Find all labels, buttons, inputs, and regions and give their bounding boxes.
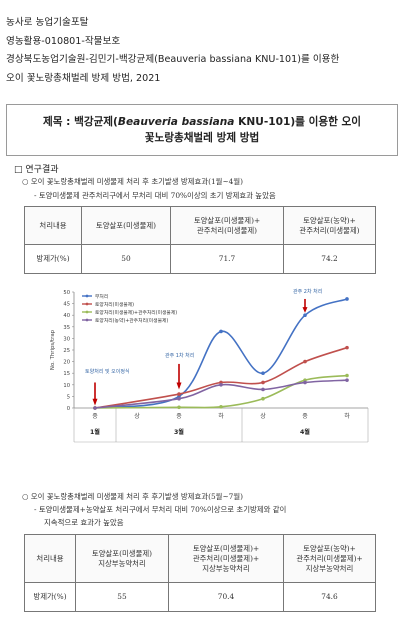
title-line1: 제목 : 백강균제(Beauveria bassiana KNU-101)를 이… [7, 114, 397, 130]
table-cell: 55 [75, 582, 169, 612]
table-cell: 50 [81, 244, 171, 274]
title-species: Beauveria bassiana [117, 116, 235, 128]
legend-marker [85, 302, 89, 306]
table-cell: 74.2 [283, 244, 376, 274]
y-tick-label: 30 [63, 336, 70, 342]
series-point [261, 396, 265, 401]
x-tick-label: 하 [218, 412, 224, 420]
series-point [261, 387, 265, 392]
annotation-arrowhead [302, 307, 308, 313]
y-tick-label: 35 [63, 325, 70, 331]
y-tick-label: 0 [67, 406, 70, 412]
series-point [219, 405, 223, 409]
table-col-header: 토양살포(미생물제)+ 관주처리(미생물제)+ 지상부농약처리 [168, 534, 284, 583]
table-col-header: 토양살포(미생물제)+ 관주처리(미생물제) [170, 206, 284, 245]
result1-table: 처리내용 토양살포(미생물제) 토양살포(미생물제)+ 관주처리(미생물제) 토양… [24, 206, 376, 274]
y-tick-label: 10 [63, 383, 70, 389]
series-point [261, 380, 265, 385]
table-corner: 처리내용 [24, 206, 82, 245]
result1-detail: - 토양미생물제 관주처리구에서 무처리 대비 70%이상의 초기 방제효과 높… [34, 191, 276, 200]
series-point [177, 396, 181, 401]
series-line [94, 346, 348, 409]
y-axis-label: No. Thrips/trap [50, 329, 56, 370]
y-tick-label: 45 [63, 302, 70, 308]
series-point [303, 359, 307, 364]
x-tick-label: 중 [92, 413, 98, 420]
thrips-line-chart: 0 5 10 15 20 25 30 35 40 45 50 중 상 중 하 상 중 하 1월 3월 4월 No. Thr… [50, 288, 369, 443]
legend-label: 무처리 [95, 293, 108, 300]
table-col-header: 토양살포(미생물제) 지상부농약처리 [75, 534, 169, 583]
table-cell: 70.4 [168, 582, 284, 612]
annotation-arrowhead [176, 382, 182, 390]
series-line [94, 374, 348, 409]
result1-bullet: ○ 오이 꽃노랑총채벌레 미생물제 처리 후 초기발생 방제효과(1월~4월) [22, 177, 244, 186]
result2-bullet: ○ 오이 꽃노랑총채벌레 미생물제 처리 후 후기발생 방제효과(5월~7월) [22, 492, 244, 501]
annotation-label: 관주 1차 처리 [165, 352, 194, 359]
result2-detail: - 토양미생물제+농약살포 처리구에서 무처리 대비 70%이상으로 초기방제와… [34, 505, 287, 514]
x-tick-label: 상 [260, 412, 266, 420]
series-point [219, 329, 223, 334]
legend-label: 토양처리(미생물제)+관주처리(미생물제) [95, 309, 177, 316]
y-tick-label: 20 [63, 360, 70, 366]
series-point [303, 380, 307, 385]
title-line2: 꽃노랑총채벌레 방제 방법 [144, 132, 260, 144]
title-prefix: 제목 : 백강균제( [42, 116, 118, 128]
series-point [345, 297, 349, 301]
header-code: 영농활용-010801-작물보호 [6, 36, 121, 47]
x-tick-label: 중 [176, 413, 182, 420]
legend-label: 토양처리(농약)+관주처리(미생물제) [95, 317, 168, 324]
result2-table: 처리내용 토양살포(미생물제) 지상부농약처리 토양살포(미생물제)+ 관주처리(미… [24, 534, 376, 612]
series-point [219, 383, 223, 387]
checkbox-icon: □ [14, 165, 23, 175]
table-cell: 71.7 [170, 244, 284, 274]
y-tick-label: 40 [63, 313, 70, 319]
header-author: 경상북도농업기술원-김민기-백강균제(Beauveria bassiana KN… [6, 54, 340, 65]
annotation-arrowhead [92, 398, 98, 406]
series-point [345, 345, 349, 350]
series-point [345, 373, 349, 378]
x-tick-label: 상 [134, 412, 140, 420]
title-suffix: KNU-101)를 이용한 오이 [234, 116, 362, 128]
legend-marker [85, 310, 89, 314]
x-tick-label: 하 [344, 412, 350, 420]
series-point [177, 392, 181, 396]
month-label: 3월 [174, 428, 184, 436]
series-point [345, 378, 349, 382]
section-heading: □ 연구결과 [14, 162, 59, 175]
annotation-label: 관주 2차 처리 [293, 288, 322, 295]
series-point [303, 313, 307, 317]
title-box: 제목 : 백강균제(Beauveria bassiana KNU-101)를 이… [6, 104, 398, 156]
legend-label: 토양처리(미생물제) [95, 301, 134, 308]
table-cell: 74.6 [283, 582, 376, 612]
table-corner: 처리내용 [24, 534, 76, 583]
table-row-label: 방제가(%) [24, 244, 82, 274]
x-tick-label: 중 [302, 413, 308, 420]
y-tick-label: 50 [63, 290, 70, 296]
legend-marker [85, 318, 89, 322]
series-point [93, 406, 97, 410]
month-label: 1월 [90, 428, 100, 436]
y-tick-label: 15 [63, 371, 70, 377]
series-line [94, 379, 348, 409]
table-col-header: 토양살포(농약)+ 관주처리(미생물제)+ 지상부농약처리 [283, 534, 376, 583]
header-subject: 오이 꽃노랑총채벌레 방제 방법, 2021 [6, 73, 161, 84]
y-tick-label: 5 [67, 394, 70, 400]
legend-marker [85, 294, 89, 298]
result2-detail: 지속적으로 효과가 높았음 [44, 518, 124, 527]
y-tick-label: 25 [63, 348, 70, 354]
month-label: 4월 [300, 428, 310, 436]
series-point [261, 371, 265, 375]
table-row-label: 방제가(%) [24, 582, 76, 612]
section-title: 연구결과 [25, 165, 59, 175]
table-col-header: 토양살포(미생물제) [81, 206, 171, 245]
table-col-header: 토양살포(농약)+ 관주처리(미생물제) [283, 206, 376, 245]
annotation-label: 토양처리 및 오이정식 [85, 368, 130, 375]
series-point [177, 405, 181, 410]
header-source: 농사로 농업기술포탈 [6, 17, 89, 28]
